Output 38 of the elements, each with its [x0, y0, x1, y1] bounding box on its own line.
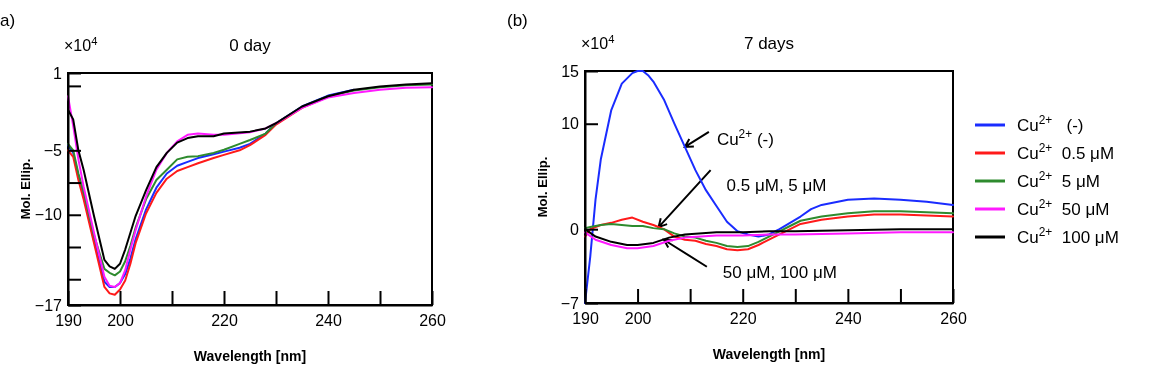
chart-title: 0 day — [229, 36, 272, 55]
y-axis-title: Mol. Ellip. — [18, 158, 33, 220]
x-tick-label: 190 — [572, 310, 599, 328]
legend-label: Cu$^{2+}$ 0.5 μM — [1017, 141, 1115, 163]
y-tick-label: −7 — [560, 294, 580, 312]
line-series — [584, 70, 954, 304]
legend-label: Cu$^{2+}$ 100 μM — [1017, 225, 1119, 247]
x-tick-label: 260 — [940, 310, 967, 328]
text: a) — [0, 11, 16, 30]
legend-label: Cu$^{2+}$ 50 μM — [1017, 197, 1110, 219]
x-tick-label: 240 — [315, 312, 342, 330]
annotation: 0.5 μM, 5 μM — [726, 176, 827, 196]
x-tick-label: 200 — [624, 310, 652, 328]
annotation: Cu$^{2+}$ (-) — [716, 126, 774, 149]
y-tick-label: 15 — [561, 62, 580, 80]
legend-label: Cu$^{2+}$ (-) — [1017, 113, 1084, 135]
y-tick-label: 10 — [561, 115, 580, 133]
x-tick-label: 220 — [211, 312, 238, 330]
chart-title: 7 days — [743, 34, 795, 53]
text: (b) — [507, 11, 528, 30]
y-tick-label: −10 — [34, 206, 63, 224]
y-axis-title: Mol. Ellip. — [535, 156, 550, 218]
x-tick-label: 220 — [729, 310, 757, 328]
line-series — [584, 231, 954, 250]
y-tick-label: 0 — [570, 220, 580, 238]
x-tick-label: 260 — [419, 312, 446, 330]
x-tick-label: 240 — [835, 310, 862, 328]
y-tick-label: −17 — [34, 296, 63, 314]
x-tick-label: 190 — [55, 312, 82, 330]
x-axis-title: Wavelength [nm] — [712, 346, 826, 362]
y-tick-label: 1 — [53, 64, 63, 82]
annotation: 50 μM, 100 μM — [722, 262, 837, 282]
text: ×10$^{4}$ — [64, 35, 98, 54]
x-axis-title: Wavelength [nm] — [193, 348, 307, 364]
text: ×10$^{4}$ — [581, 33, 615, 52]
x-tick-label: 200 — [107, 312, 134, 330]
y-tick-label: −5 — [43, 141, 63, 159]
legend-label: Cu$^{2+}$ 5 μM — [1017, 169, 1100, 191]
